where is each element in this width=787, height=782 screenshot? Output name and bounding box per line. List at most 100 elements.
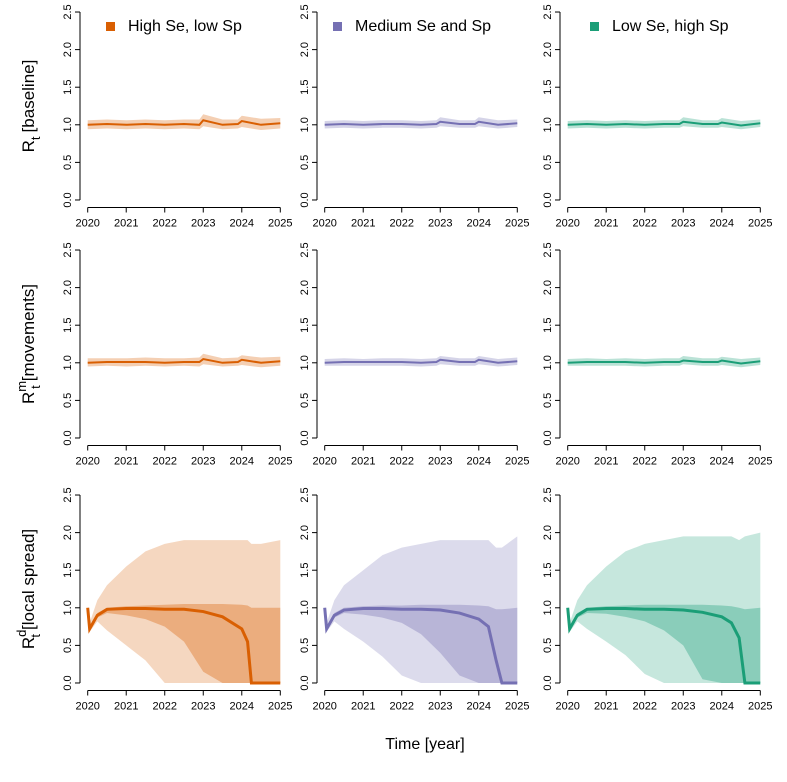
y-tick-label: 1.5 xyxy=(299,563,311,578)
y-axis-label: Rt [baseline] xyxy=(19,60,43,153)
uncertainty-band xyxy=(324,604,518,683)
median-line xyxy=(324,120,518,126)
legend-swatch xyxy=(333,22,342,31)
x-tick-label: 2023 xyxy=(428,456,452,468)
y-tick-label: 0.5 xyxy=(62,638,74,653)
legend-label: High Se, low Sp xyxy=(128,18,242,35)
x-tick-label: 2020 xyxy=(555,701,579,713)
median-line xyxy=(87,357,281,364)
y-tick-label: 0.5 xyxy=(542,155,554,170)
x-tick-label: 2021 xyxy=(114,218,138,230)
y-tick-label: 1.0 xyxy=(62,600,74,615)
x-tick-label: 2020 xyxy=(75,456,99,468)
x-tick-label: 2025 xyxy=(748,701,772,713)
y-tick-label: 2.5 xyxy=(299,487,311,502)
x-tick-label: 2020 xyxy=(312,218,336,230)
y-tick-label: 1.0 xyxy=(62,355,74,370)
y-tick-label: 0.0 xyxy=(299,192,311,207)
y-tick-label: 0.0 xyxy=(299,430,311,445)
y-label-sub: t xyxy=(28,634,43,638)
y-tick-label: 0.0 xyxy=(62,192,74,207)
y-tick-label: 0.0 xyxy=(542,430,554,445)
x-tick-label: 2024 xyxy=(230,218,254,230)
y-tick-label: 1.5 xyxy=(542,318,554,333)
x-tick-label: 2024 xyxy=(710,701,734,713)
y-tick-label: 2.0 xyxy=(299,525,311,540)
x-tick-label: 2020 xyxy=(312,701,336,713)
x-tick-label: 2021 xyxy=(114,456,138,468)
uncertainty-band xyxy=(567,604,761,683)
y-tick-label: 1.5 xyxy=(299,318,311,333)
x-tick-label: 2022 xyxy=(389,218,413,230)
y-tick-label: 0.5 xyxy=(299,155,311,170)
legend-label: Low Se, high Sp xyxy=(612,18,729,35)
x-tick-label: 2022 xyxy=(152,701,176,713)
x-tick-label: 2023 xyxy=(191,218,215,230)
x-tick-label: 2021 xyxy=(351,456,375,468)
y-tick-label: 0.0 xyxy=(62,430,74,445)
y-tick-label: 1.0 xyxy=(299,600,311,615)
x-tick-label: 2021 xyxy=(351,218,375,230)
y-tick-label: 2.5 xyxy=(62,4,74,19)
y-label-symbol: R xyxy=(19,392,38,404)
x-tick-label: 2025 xyxy=(505,701,529,713)
y-tick-label: 1.0 xyxy=(62,117,74,132)
x-axis-label: Time [year] xyxy=(385,736,464,753)
x-tick-label: 2023 xyxy=(191,456,215,468)
y-tick-label: 2.5 xyxy=(542,242,554,257)
legend-swatch xyxy=(590,22,599,31)
y-label-sup: d xyxy=(14,630,29,637)
y-tick-label: 2.5 xyxy=(299,4,311,19)
y-tick-label: 1.5 xyxy=(62,318,74,333)
y-label-text: [baseline] xyxy=(19,60,38,133)
y-tick-label: 2.5 xyxy=(62,487,74,502)
y-label-symbol: R xyxy=(19,637,38,649)
x-tick-label: 2023 xyxy=(671,218,695,230)
x-tick-label: 2020 xyxy=(75,701,99,713)
median-line xyxy=(567,359,761,365)
x-tick-label: 2025 xyxy=(268,456,292,468)
x-tick-label: 2021 xyxy=(594,456,618,468)
legend-swatch xyxy=(106,22,115,31)
x-tick-label: 2025 xyxy=(268,701,292,713)
uncertainty-band xyxy=(324,356,518,367)
y-tick-label: 2.0 xyxy=(62,525,74,540)
x-tick-label: 2023 xyxy=(671,456,695,468)
x-tick-label: 2024 xyxy=(467,456,491,468)
y-tick-label: 0.0 xyxy=(299,675,311,690)
x-tick-label: 2024 xyxy=(467,701,491,713)
x-tick-label: 2024 xyxy=(710,456,734,468)
y-tick-label: 0.5 xyxy=(299,393,311,408)
y-tick-label: 0.0 xyxy=(542,675,554,690)
x-tick-label: 2022 xyxy=(389,456,413,468)
median-line xyxy=(323,607,518,685)
median-line xyxy=(567,120,761,127)
x-tick-label: 2023 xyxy=(428,218,452,230)
y-tick-label: 1.5 xyxy=(542,563,554,578)
median-line xyxy=(87,119,281,126)
y-tick-label: 2.5 xyxy=(542,4,554,19)
median-line xyxy=(566,607,761,685)
uncertainty-band xyxy=(567,532,761,683)
x-tick-label: 2024 xyxy=(710,218,734,230)
x-tick-label: 2024 xyxy=(467,218,491,230)
x-tick-label: 2020 xyxy=(75,218,99,230)
y-tick-label: 1.5 xyxy=(542,80,554,95)
y-axis-label: Rmt [movements] xyxy=(14,284,43,404)
y-tick-label: 1.5 xyxy=(62,80,74,95)
y-tick-label: 0.0 xyxy=(542,192,554,207)
y-tick-label: 1.5 xyxy=(62,563,74,578)
y-tick-label: 1.0 xyxy=(542,355,554,370)
x-tick-label: 2024 xyxy=(230,701,254,713)
x-tick-label: 2020 xyxy=(555,218,579,230)
y-tick-label: 2.0 xyxy=(62,280,74,295)
uncertainty-band xyxy=(87,540,281,683)
median-line xyxy=(86,607,281,685)
x-tick-label: 2025 xyxy=(268,218,292,230)
x-tick-label: 2025 xyxy=(748,456,772,468)
y-tick-label: 2.0 xyxy=(299,42,311,57)
x-tick-label: 2023 xyxy=(671,701,695,713)
x-tick-label: 2025 xyxy=(748,218,772,230)
y-tick-label: 1.0 xyxy=(542,600,554,615)
